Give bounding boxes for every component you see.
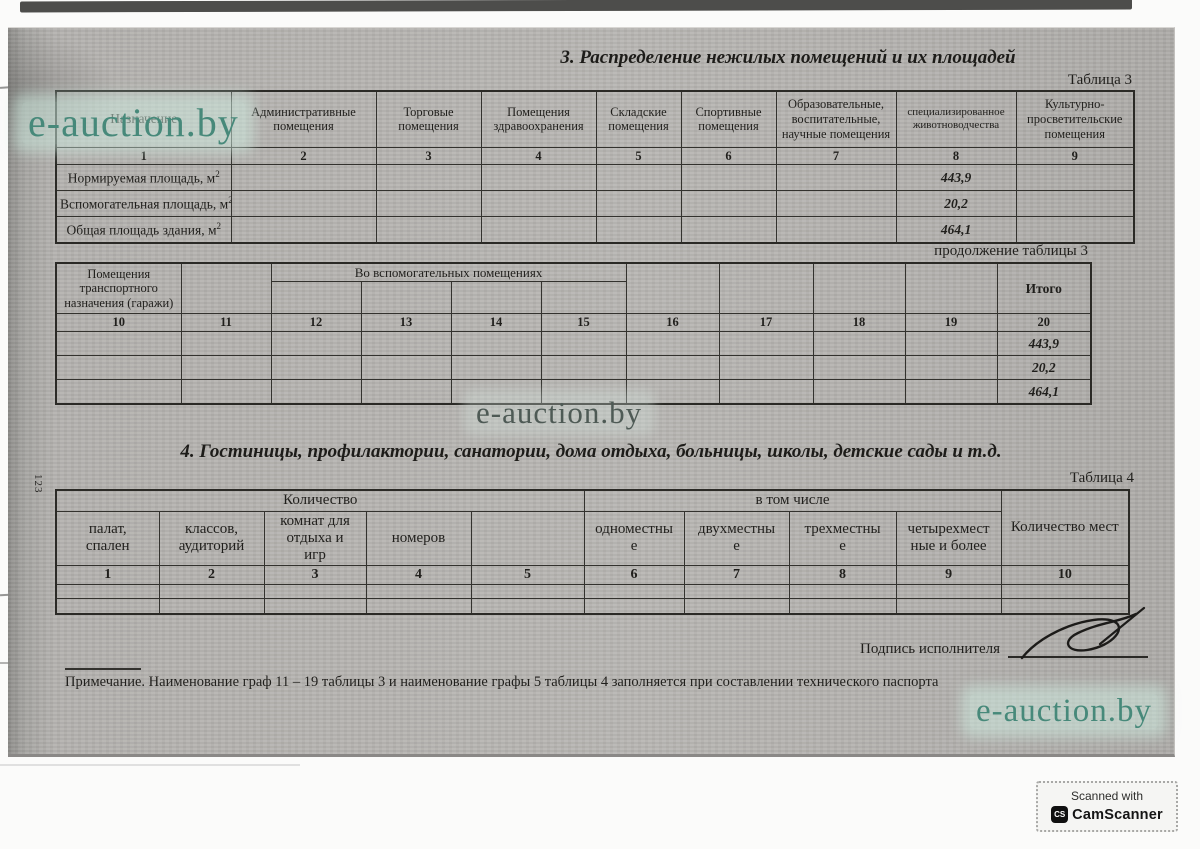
section3-title: 3. Распределение нежилых помещений и их …: [560, 47, 1016, 68]
table3-row-vspomogatelnaya: Вспомогательная площадь, м2 20,2: [55, 190, 1135, 218]
header-zdrav: Помещения здравоохранения: [480, 90, 597, 148]
table3-row-normiruemaya: Нормируемая площадь, м2 443,9: [55, 164, 1135, 192]
table4-label: Таблица 4: [1069, 470, 1134, 486]
table3-header-row: Назначение Административные помещения То…: [55, 90, 1135, 148]
table3-continuation: Помещения транспортного назначения (гара…: [55, 262, 1093, 405]
value-normiruemaya: 443,9: [895, 164, 1017, 192]
signature-line: [1008, 640, 1148, 658]
note-divider: [65, 668, 141, 670]
table3-label: Таблица 3: [1067, 72, 1132, 88]
header-vspomogatelnye-group: Во вспомогательных помещениях: [270, 262, 627, 283]
cont-subheader-row: [56, 281, 1091, 315]
watermark-middle: e-auction.by: [470, 396, 649, 429]
pencil-mark: [0, 764, 300, 766]
watermark-bottom-right: e-auction.by: [970, 694, 1159, 729]
header-palat: палат, спален: [55, 510, 160, 566]
camscanner-icon: CS: [1051, 806, 1069, 823]
scan-edge-strip: [19, 0, 1133, 13]
header-admin: Административные помещения: [230, 90, 377, 148]
camscanner-badge: Scanned with CS CamScanner: [1036, 781, 1178, 832]
header-dvukhmestnye: двухместны е: [683, 510, 790, 566]
table4-header-row: палат, спален классов, аудиторий комнат …: [55, 510, 1129, 566]
header-kult: Культурно-просветительские помещения: [1015, 90, 1135, 148]
camscanner-line1: Scanned with: [1070, 789, 1144, 803]
header-kolichestvo-group: Количество: [55, 489, 585, 512]
table3-row-obshchaya: Общая площадь здания, м2 464,1: [55, 216, 1135, 244]
table4-empty-row-1: [55, 583, 1130, 599]
header-nomerov: номеров: [365, 510, 472, 566]
header-chetyrekhmestnye: четырехмест ные и более: [895, 510, 1002, 566]
table3: Назначение Административные помещения То…: [55, 90, 1135, 244]
header-sport: Спортивные помещения: [680, 90, 777, 148]
cont-group-row: Помещения транспортного назначения (гара…: [55, 262, 1092, 315]
document-page: e-auction.by e-auction.by e-auction.by 3…: [8, 27, 1175, 757]
header-garages: Помещения транспортного назначения (гара…: [55, 262, 182, 315]
table4-group-row: Количество в том числе Количество мест: [55, 489, 1130, 566]
total-obshchaya: 464,1: [996, 379, 1092, 405]
header-trekhmestnye: трехместны е: [788, 510, 897, 566]
watermark-top-left: e-auction.by: [22, 102, 245, 144]
header-spec: специализированное животноводчества: [895, 90, 1017, 148]
section4-title: 4. Гостиницы, профилактории, санатории, …: [180, 441, 1002, 462]
note-text: Примечание. Наименование граф 11 – 19 та…: [65, 674, 939, 690]
cont-row-3: 464,1: [55, 379, 1092, 405]
header-klassov: классов, аудиторий: [158, 510, 265, 566]
signature-label: Подпись исполнителя: [860, 641, 1000, 657]
table3-continuation-label: продолжение таблицы 3: [934, 243, 1088, 259]
camscanner-line2: CamScanner: [1072, 806, 1163, 823]
table4-numbers-row: 1 2 3 4 5 6 7 8 9 10: [55, 564, 1130, 585]
cont-row-2: 20,2: [55, 355, 1092, 381]
signature-block: Подпись исполнителя: [860, 640, 1148, 658]
header-vtomchisle-group: в том числе: [583, 489, 1002, 512]
value-obshchaya: 464,1: [895, 216, 1017, 244]
header-odnomestnye: одноместны е: [583, 510, 685, 566]
total-normiruemaya: 443,9: [996, 331, 1092, 357]
header-kolichestvo-mest: Количество мест: [1000, 489, 1130, 566]
table4-empty-row-2: [55, 597, 1130, 615]
total-vspomogatelnaya: 20,2: [996, 355, 1092, 381]
table4: Количество в том числе Количество мест п…: [55, 489, 1131, 616]
header-obrazov: Образовательные, воспитательные, научные…: [775, 90, 897, 148]
header-itogo: Итого: [996, 262, 1092, 315]
header-komnat: комнат для отдыха и игр: [263, 510, 367, 566]
header-sklad: Складские помещения: [595, 90, 682, 148]
signature-handwriting: [1020, 606, 1146, 660]
cont-numbers-row: 10 11 12 13 14 15 16 17 18 19 20: [55, 313, 1092, 333]
header-torg: Торговые помещения: [375, 90, 482, 148]
table3-numbers-row: 1 2 3 4 5 6 7 8 9: [55, 146, 1135, 166]
cont-row-1: 443,9: [55, 331, 1092, 357]
value-vspomogatelnaya: 20,2: [895, 190, 1017, 218]
